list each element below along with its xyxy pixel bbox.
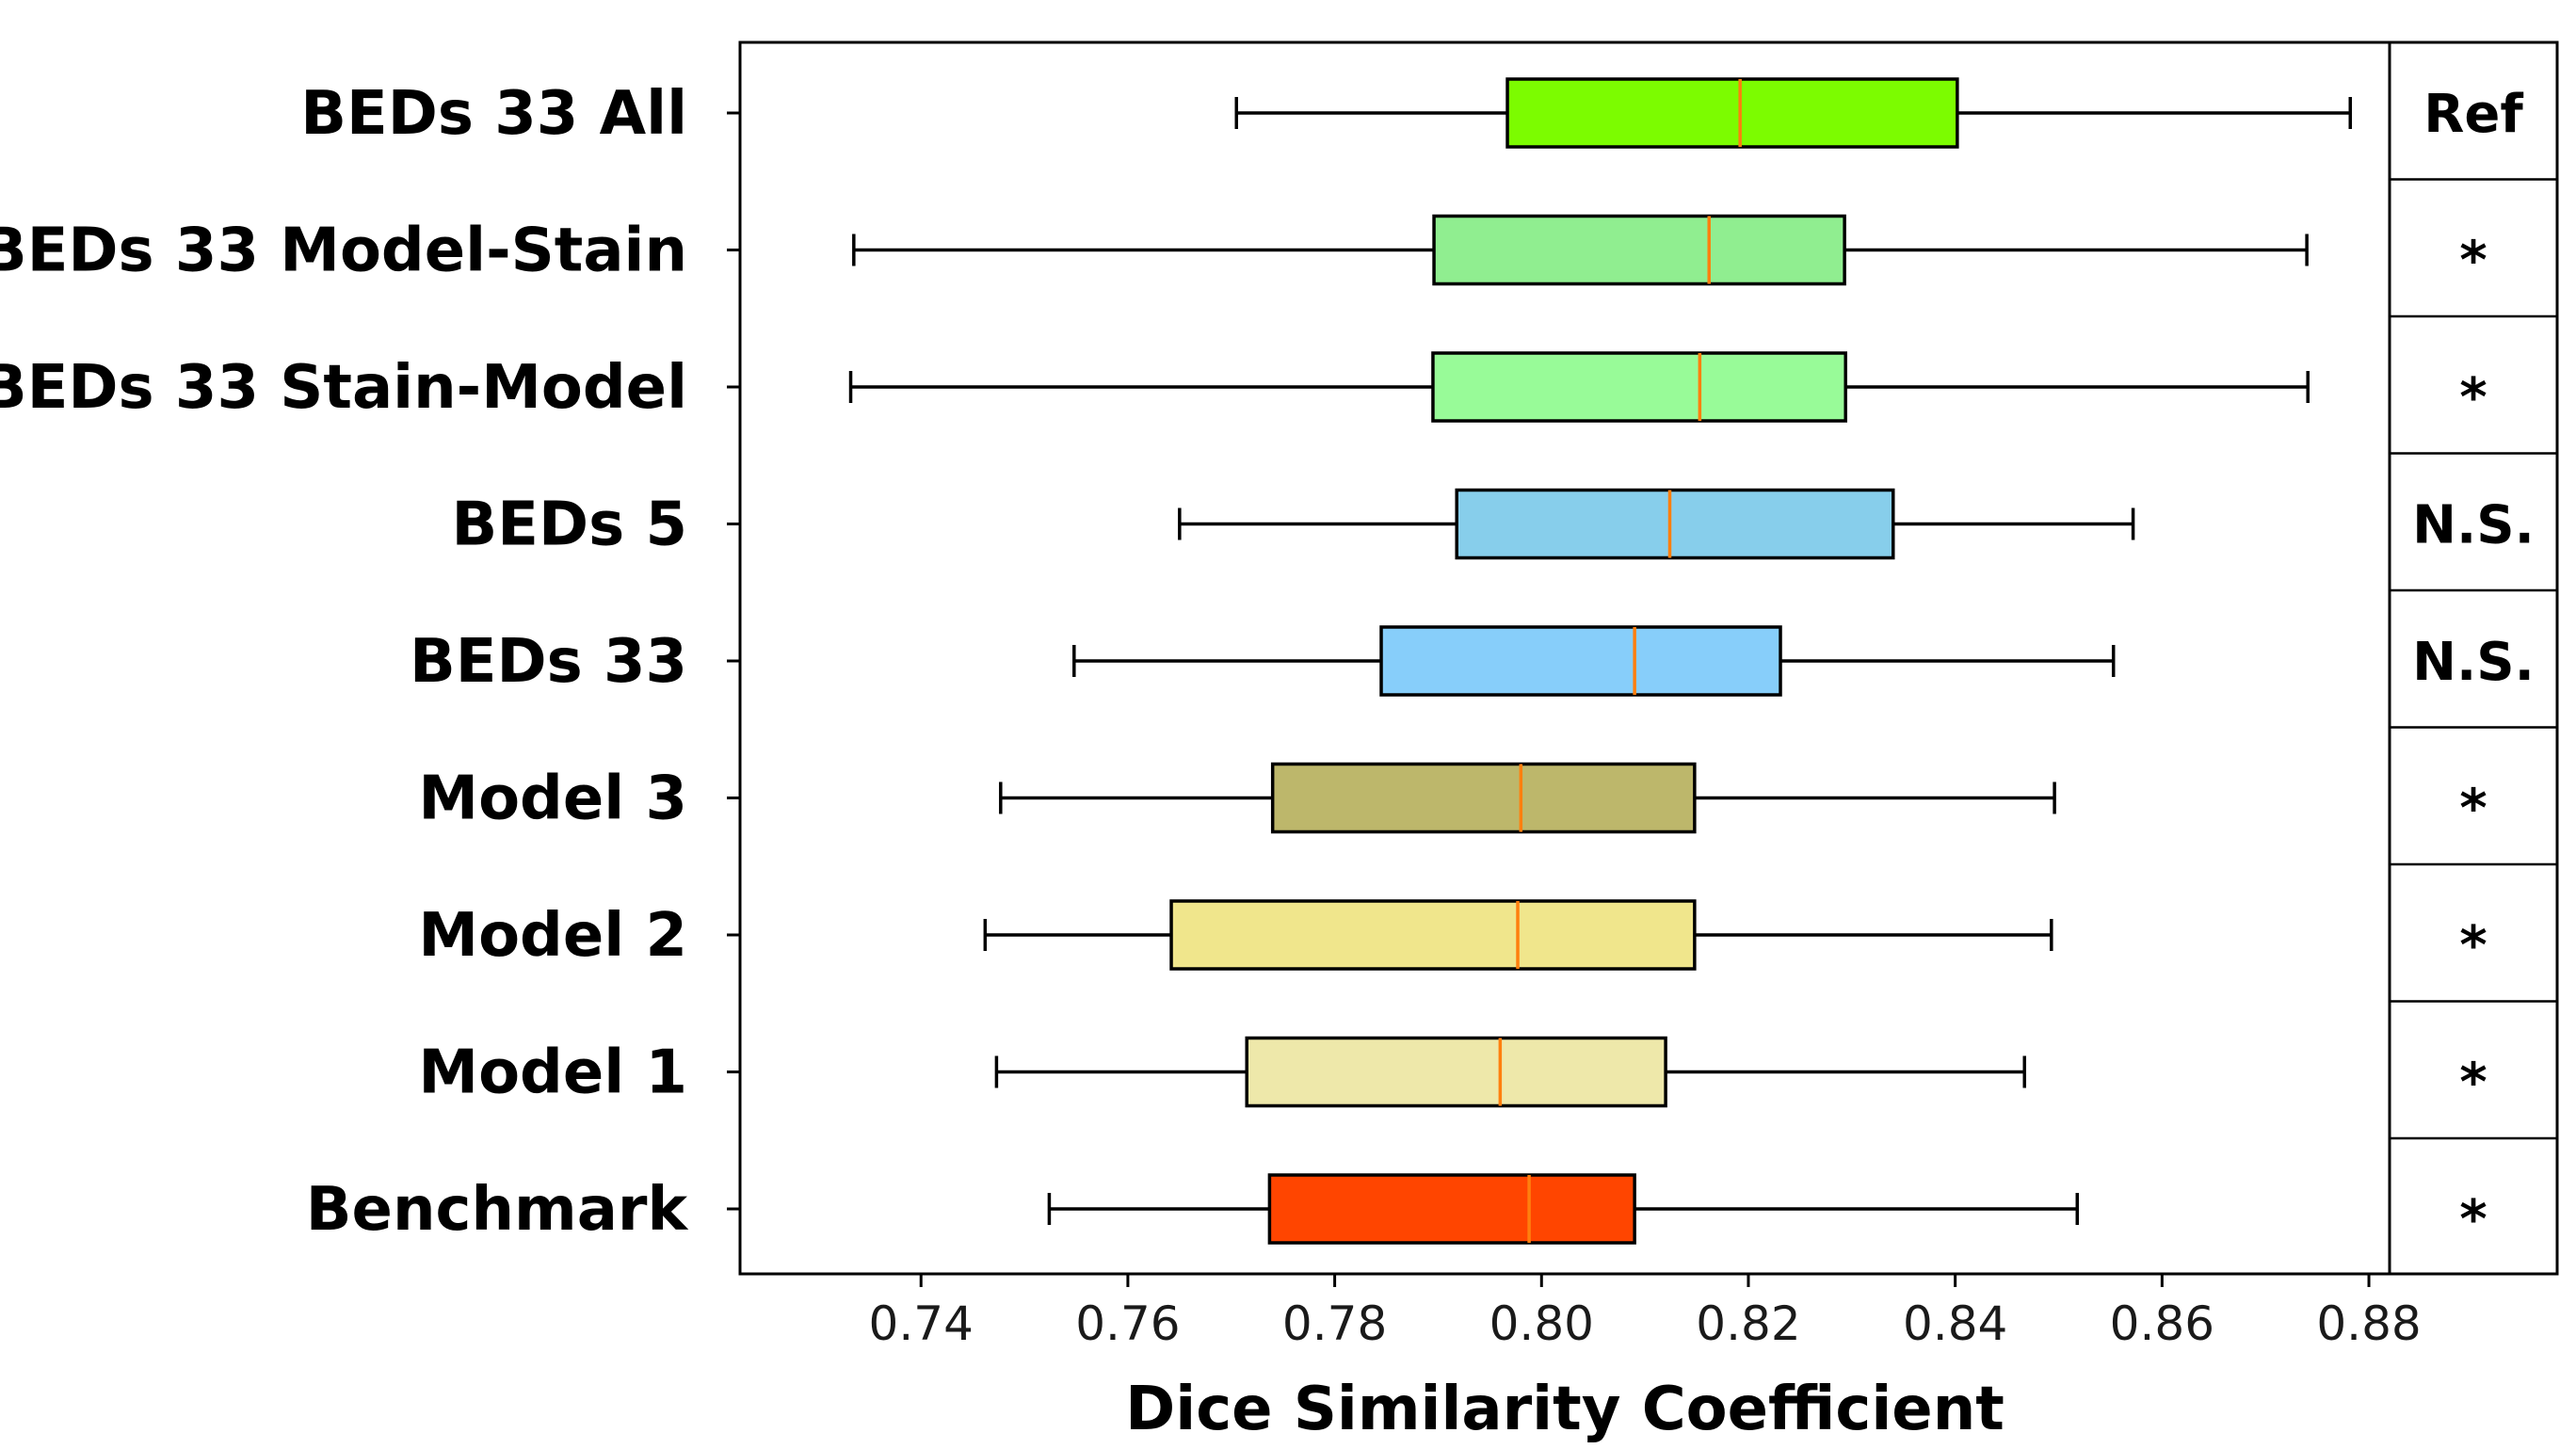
x-tick-label: 0.88 — [2316, 1296, 2421, 1351]
x-tick-label: 0.78 — [1282, 1296, 1387, 1351]
significance-label: Ref — [2423, 84, 2523, 145]
box-group — [983, 899, 2053, 971]
x-axis: 0.74 0.76 0.78 0.80 0.82 0.84 0.86 0.88 — [869, 1274, 2422, 1351]
significance-label: * — [2459, 367, 2487, 428]
iqr-box — [1431, 351, 1847, 423]
significance-table: Ref * * N.S. N.S. * * * * — [2388, 40, 2559, 1276]
box-group — [1178, 488, 2135, 560]
x-tick-label: 0.82 — [1696, 1296, 1800, 1351]
category-label: BEDs 33 All — [300, 79, 687, 149]
box-group — [1047, 1173, 2080, 1245]
iqr-box — [1169, 899, 1697, 971]
category-label: BEDs 33 Model-Stain — [0, 217, 687, 286]
box-group — [848, 351, 2310, 423]
x-axis-title: Dice Similarity Coefficient — [1125, 1375, 2004, 1444]
iqr-box — [1270, 762, 1697, 834]
box-group — [1072, 625, 2116, 697]
x-tick-label: 0.74 — [869, 1296, 974, 1351]
significance-label: N.S. — [2412, 495, 2535, 556]
category-label: Model 3 — [418, 765, 687, 834]
iqr-box — [1505, 77, 1959, 149]
category-label: Model 1 — [418, 1038, 687, 1108]
significance-label: * — [2459, 779, 2487, 840]
significance-label: * — [2459, 231, 2487, 292]
iqr-box — [1432, 214, 1846, 286]
x-tick-label: 0.86 — [2110, 1296, 2214, 1351]
category-label: Model 2 — [418, 901, 687, 971]
category-label: Benchmark — [306, 1175, 689, 1245]
iqr-box — [1379, 625, 1782, 697]
boxes-layer — [848, 77, 2353, 1245]
category-label: BEDs 33 Stain-Model — [0, 353, 687, 423]
category-label: BEDs 33 — [410, 627, 687, 697]
iqr-box — [1267, 1173, 1636, 1245]
box-group — [999, 762, 2056, 834]
significance-label: * — [2459, 915, 2487, 976]
box-group — [852, 214, 2309, 286]
y-axis: BEDs 33 All BEDs 33 Model-Stain BEDs 33 St… — [0, 79, 740, 1245]
significance-label: * — [2459, 1053, 2487, 1114]
significance-label: N.S. — [2412, 632, 2535, 693]
iqr-box — [1455, 488, 1895, 560]
significance-label: * — [2459, 1189, 2487, 1250]
box-group — [994, 1036, 2027, 1108]
x-tick-label: 0.76 — [1075, 1296, 1180, 1351]
box-group — [1234, 77, 2353, 149]
x-tick-label: 0.80 — [1489, 1296, 1594, 1351]
significance-table-frame — [2388, 40, 2559, 1276]
category-label: BEDs 5 — [451, 491, 687, 560]
iqr-box — [1245, 1036, 1667, 1108]
x-tick-label: 0.84 — [1903, 1296, 2007, 1351]
